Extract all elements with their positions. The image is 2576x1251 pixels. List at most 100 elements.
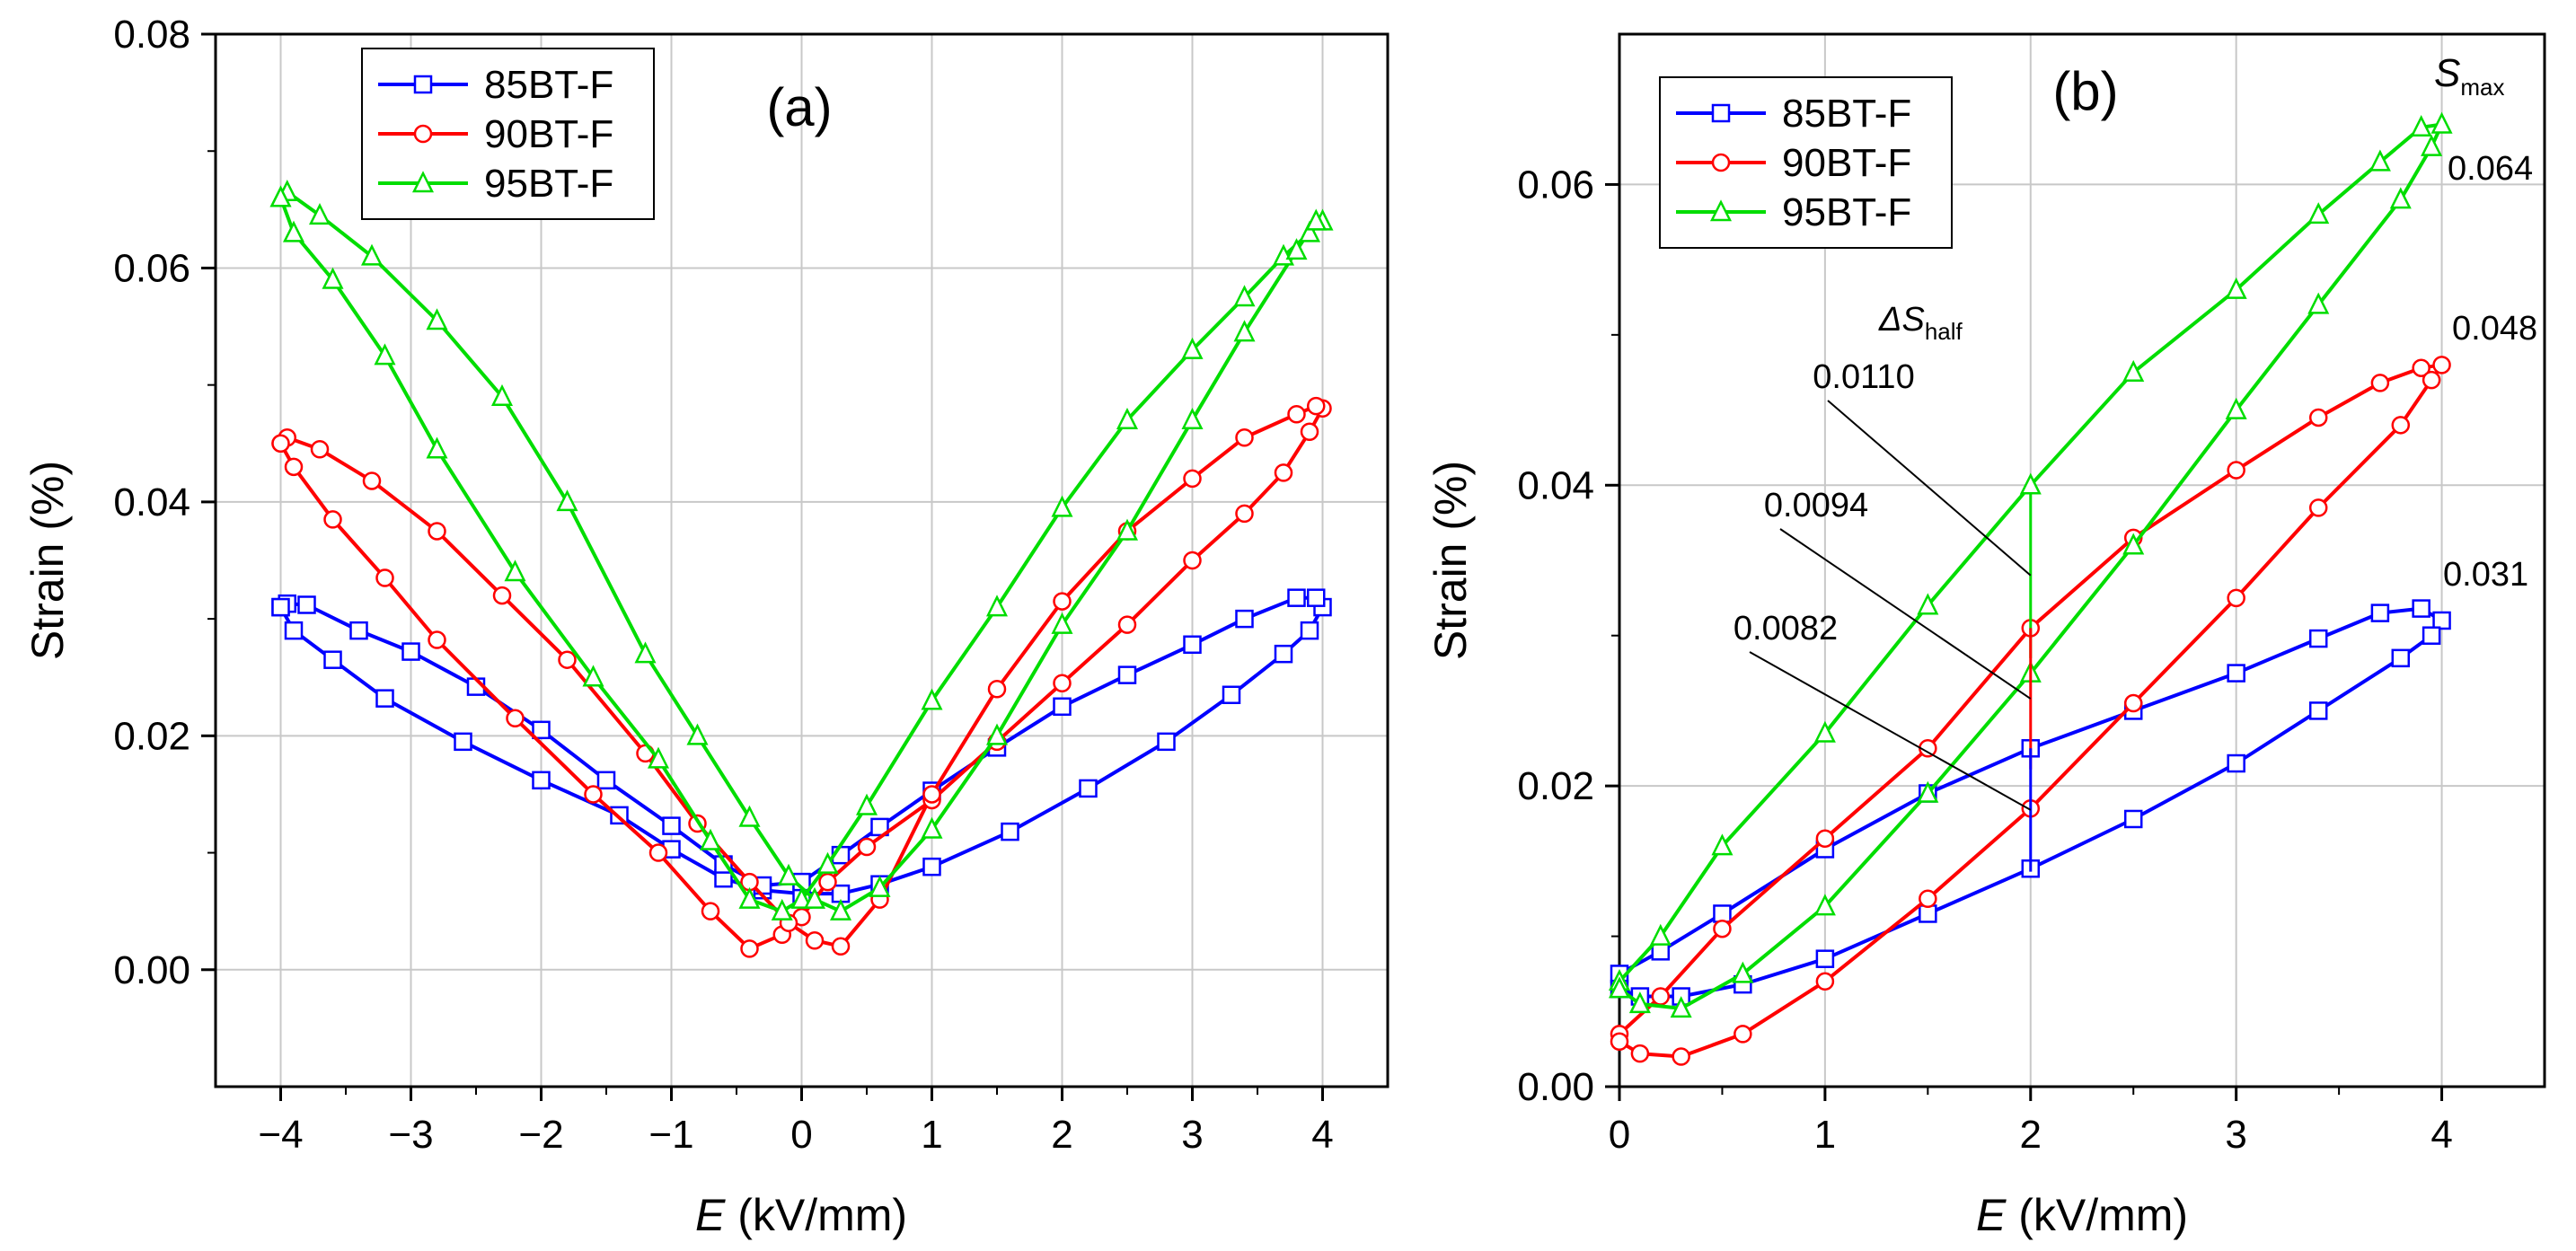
data-point <box>1628 991 1651 1014</box>
panel-b-label: (b) <box>2052 61 2118 121</box>
data-point <box>1287 404 1306 424</box>
data-point <box>1815 949 1835 968</box>
data-point <box>985 723 1009 745</box>
data-point <box>1183 469 1202 489</box>
data-point <box>1917 593 1939 615</box>
panel-a: −4 −3 −2 −1 0 1 2 3 4 0.00 0.02 0.04 0.06 0.08 (a) St… <box>22 13 1389 1240</box>
x-tick-label: 2 <box>1051 1113 1072 1157</box>
data-point <box>2123 693 2143 713</box>
data-point <box>1183 635 1202 655</box>
smax-value-label: 0.064 <box>2448 150 2533 188</box>
data-point <box>282 220 305 242</box>
smax-value-label: 0.031 <box>2443 556 2528 594</box>
data-point <box>1181 337 1204 359</box>
data-point <box>454 732 472 752</box>
legend-marker <box>413 124 433 144</box>
data-point <box>818 872 837 892</box>
data-point <box>1630 1044 1650 1063</box>
data-point <box>310 440 330 459</box>
data-point <box>2308 498 2328 517</box>
panel-b-xlabel-var: E <box>1976 1190 2007 1240</box>
data-point <box>648 843 668 862</box>
panel-b-frame <box>1618 32 2546 1088</box>
data-point <box>2123 809 2143 829</box>
data-point <box>1157 732 1176 752</box>
panel-a-xlabel: E (kV/mm) <box>695 1190 907 1240</box>
data-point <box>634 641 657 664</box>
data-point <box>1233 285 1256 307</box>
leader-line <box>1749 651 2032 811</box>
data-point <box>1919 904 1937 923</box>
data-point <box>790 886 813 909</box>
data-point <box>349 621 368 640</box>
data-point <box>738 805 761 827</box>
data-point <box>738 886 761 909</box>
data-point <box>2410 115 2432 137</box>
data-point <box>2307 202 2330 225</box>
smax-main: S <box>2434 51 2460 95</box>
data-point <box>2370 603 2390 622</box>
data-point <box>271 434 290 454</box>
data-point <box>1307 588 1326 607</box>
data-point <box>1813 720 1836 743</box>
leader-line <box>1827 400 2032 577</box>
data-point <box>1183 551 1202 570</box>
panel-b-xlabel-unit: (kV/mm) <box>2006 1190 2188 1240</box>
data-point <box>2422 370 2441 390</box>
y-tick-label: 0.04 <box>113 480 190 524</box>
data-point <box>1274 644 1293 664</box>
data-point <box>2421 134 2443 156</box>
data-point <box>269 185 292 207</box>
data-point <box>922 785 941 804</box>
data-point <box>1711 833 1734 856</box>
panel-a-xlabel-unit: (kV/mm) <box>725 1190 907 1240</box>
data-point <box>1116 518 1139 541</box>
data-point <box>1305 208 1328 231</box>
data-point <box>1307 396 1326 416</box>
data-point <box>869 875 891 897</box>
data-point <box>506 709 525 728</box>
data-point <box>596 771 616 790</box>
data-point <box>2308 701 2328 720</box>
data-point <box>1300 422 1319 442</box>
x-tick-label: −4 <box>258 1113 303 1157</box>
data-point <box>284 621 304 640</box>
data-point <box>1117 665 1137 684</box>
y-tick-label: 0.00 <box>113 948 190 992</box>
data-point <box>699 828 722 850</box>
data-point <box>2389 187 2412 209</box>
data-point <box>401 642 420 661</box>
data-point <box>322 267 344 289</box>
x-tick-label: 1 <box>921 1113 942 1157</box>
delta-s-half-label: ΔShalf <box>1878 301 1963 345</box>
data-point <box>2432 611 2451 630</box>
legend-label: 95BT-F <box>484 162 613 206</box>
legend-label: 85BT-F <box>1782 92 1911 136</box>
data-point <box>777 863 800 885</box>
data-point <box>831 937 851 956</box>
series-95BT-F <box>1608 111 2453 1018</box>
data-point <box>504 559 526 582</box>
legend-label: 90BT-F <box>1782 141 1911 185</box>
data-point <box>1285 238 1308 260</box>
smax-label: Smax <box>2434 51 2504 101</box>
panel-a-label: (a) <box>766 77 832 137</box>
x-tick-label: 3 <box>1181 1113 1203 1157</box>
data-point <box>2122 533 2145 555</box>
data-point <box>987 679 1007 699</box>
data-point <box>426 308 448 330</box>
series-90BT-F <box>271 396 1332 958</box>
smax-value-label: 0.048 <box>2452 310 2537 348</box>
data-point <box>2122 359 2145 382</box>
data-point <box>1235 428 1254 447</box>
data-point <box>271 597 290 617</box>
y-tick-label: 0.02 <box>1517 764 1594 808</box>
data-point <box>426 436 448 459</box>
panel-b-legend: 85BT-F 90BT-F 95BT-F <box>1659 76 1953 249</box>
data-point <box>2412 599 2430 618</box>
x-tick-label: 4 <box>2430 1113 2452 1157</box>
data-point <box>2412 358 2430 377</box>
data-point <box>647 746 670 769</box>
data-point <box>1051 495 1073 517</box>
x-tick-label: 1 <box>1814 1113 1836 1157</box>
